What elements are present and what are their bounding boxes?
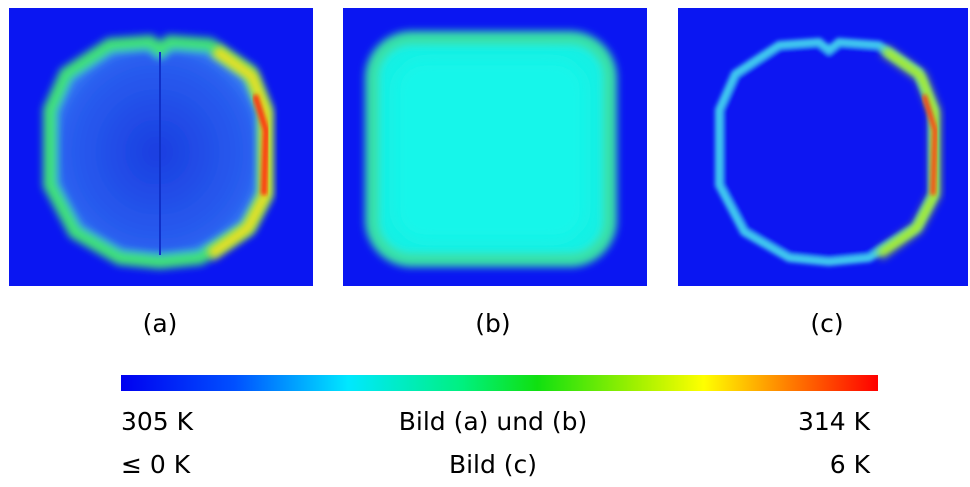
colorbar-min: ≤ 0 K	[121, 450, 191, 479]
heatmap-ring	[719, 42, 934, 262]
panel-label: (a)	[143, 309, 178, 338]
colorbar-max: 6 K	[830, 450, 871, 479]
heatmap-ring	[50, 42, 265, 262]
panel-label: (b)	[475, 309, 510, 338]
colorbar-caption: Bild (a) und (b)	[399, 407, 588, 436]
panel-b	[343, 8, 647, 286]
colorbar	[121, 375, 878, 391]
colorbar-max: 314 K	[798, 407, 871, 436]
panel-a	[9, 8, 313, 286]
heatmap-peak	[252, 94, 270, 196]
panel-c	[678, 8, 968, 286]
colorbar-min: 305 K	[121, 407, 194, 436]
heatmap-peak	[921, 94, 938, 196]
colorbar-caption: Bild (c)	[449, 450, 537, 479]
panel-label: (c)	[810, 309, 843, 338]
heatmap-core	[395, 60, 585, 240]
